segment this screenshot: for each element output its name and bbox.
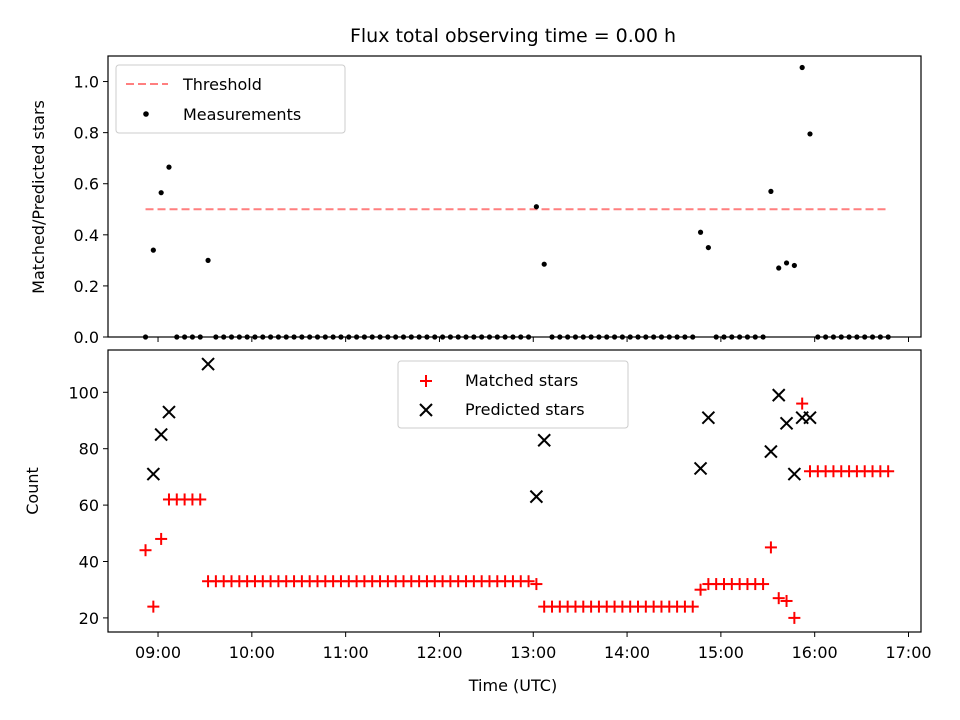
bottom-plot-frame [107, 349, 922, 633]
bottom-panel: Count Time (UTC) 20 40 60 80 100 09:00 10:00 11… [23, 349, 932, 695]
matched-stars-points [139, 397, 895, 624]
measurement-point [166, 164, 172, 170]
matched-star-marker [780, 594, 793, 607]
measurement-point [776, 265, 782, 271]
measurement-point [533, 204, 539, 210]
measurement-point [705, 244, 711, 251]
y-tick-label: 0.6 [74, 175, 99, 194]
measurement-point [158, 190, 164, 196]
top-legend: Threshold Measurements [115, 64, 346, 134]
measurement-point [768, 188, 774, 194]
matched-star-marker [194, 493, 207, 506]
matched-star-marker [530, 578, 543, 591]
x-tick-label: 09:00 [135, 643, 181, 662]
predicted-star-marker [201, 357, 215, 371]
matched-star-marker [788, 611, 801, 624]
matched-legend-swatch [420, 375, 432, 387]
x-tick-label: 12:00 [416, 643, 462, 662]
y-tick-label: 0.4 [74, 226, 99, 245]
measurement-point [205, 257, 211, 263]
measurement-point [541, 261, 547, 267]
bottom-legend: Matched stars Predicted stars [397, 360, 629, 429]
predicted-star-marker [772, 388, 786, 402]
bottom-axis-ticks: 20 40 60 80 100 09:00 10:00 11:00 12:00 13:00 14:0… [68, 383, 931, 662]
measurement-point [807, 131, 813, 137]
measurement-point [150, 247, 156, 253]
predicted-star-marker [693, 461, 708, 476]
x-tick-label: 10:00 [229, 643, 275, 662]
predicted-stars-points [146, 357, 817, 504]
measurements-legend-swatch [143, 111, 149, 117]
matched-star-marker [139, 544, 152, 557]
matched-star-marker [764, 541, 777, 554]
measurement-point [697, 229, 704, 235]
predicted-star-marker [537, 433, 551, 447]
x-tick-label: 16:00 [792, 643, 838, 662]
predicted-star-marker [146, 467, 161, 481]
predicted-star-marker [701, 410, 716, 425]
predicted-legend-label: Predicted stars [465, 400, 585, 419]
measurement-point [799, 64, 805, 71]
predicted-star-marker [779, 416, 794, 431]
matched-star-marker [772, 592, 785, 605]
matched-star-marker [882, 465, 895, 478]
measurement-point [783, 260, 790, 266]
y-tick-label: 60 [79, 496, 99, 515]
matched-star-marker [147, 600, 160, 613]
y-tick-label: 1.0 [74, 73, 99, 92]
y-tick-label: 0.8 [74, 124, 99, 143]
threshold-legend-label: Threshold [182, 75, 262, 94]
bottom-legend-box [397, 360, 629, 429]
measurement-points [142, 64, 891, 340]
y-tick-label: 0.2 [74, 277, 99, 296]
top-axis-ticks: 0.0 0.2 0.4 0.6 0.8 1.0 [74, 73, 909, 347]
y-tick-label: 100 [68, 383, 99, 402]
predicted-star-marker [529, 489, 544, 504]
predicted-star-marker [154, 427, 168, 442]
top-legend-box [115, 64, 346, 134]
y-tick-label: 0.0 [74, 328, 99, 347]
matched-star-marker [796, 397, 809, 410]
matched-star-marker [694, 583, 707, 596]
measurements-legend-label: Measurements [183, 105, 301, 124]
chart-title: Flux total observing time = 0.00 h [350, 25, 676, 47]
bottom-y-axis-label: Count [23, 467, 42, 515]
matched-star-marker [757, 578, 770, 591]
predicted-star-marker [764, 444, 778, 459]
y-tick-label: 80 [79, 440, 99, 459]
matched-star-marker [522, 575, 535, 588]
predicted-star-marker [803, 410, 817, 425]
x-tick-label: 11:00 [323, 643, 369, 662]
predicted-legend-swatch [419, 403, 433, 417]
matched-star-marker [155, 532, 168, 545]
x-tick-label: 17:00 [885, 643, 931, 662]
top-plot-frame [107, 55, 922, 338]
x-tick-label: 14:00 [604, 643, 650, 662]
y-tick-label: 20 [79, 609, 99, 628]
matched-legend-label: Matched stars [465, 371, 578, 390]
measurement-point [791, 262, 797, 269]
matched-star-marker [686, 600, 699, 613]
y-tick-label: 40 [79, 553, 99, 572]
top-y-axis-label: Matched/Predicted stars [29, 100, 48, 294]
x-axis-label: Time (UTC) [468, 676, 557, 695]
predicted-star-marker [787, 467, 802, 481]
x-tick-label: 15:00 [698, 643, 744, 662]
top-panel: Flux total observing time = 0.00 h Match… [29, 25, 922, 347]
x-tick-label: 13:00 [510, 643, 556, 662]
predicted-star-marker [162, 405, 176, 419]
